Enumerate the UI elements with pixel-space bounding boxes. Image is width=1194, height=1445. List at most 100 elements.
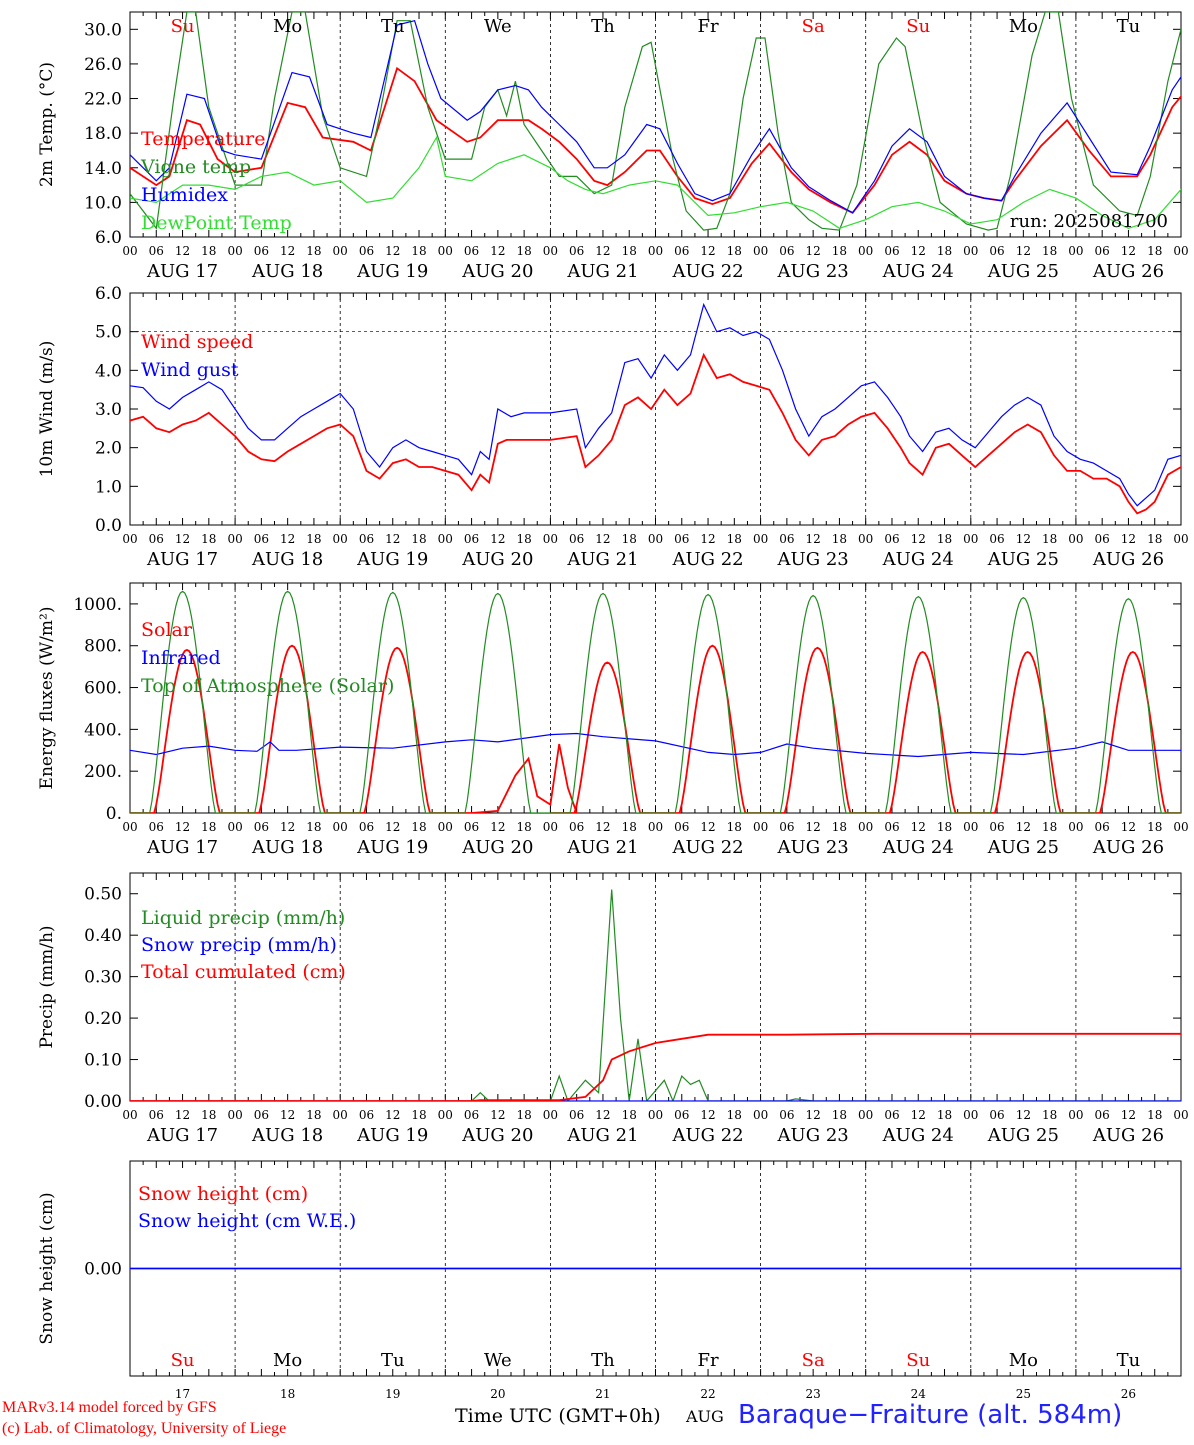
weekday-label: Su — [171, 1350, 195, 1371]
hour-tick-label: 00 — [648, 244, 663, 258]
weekday-label: Mo — [1009, 16, 1038, 37]
y-axis-title: Snow height (cm) — [37, 1192, 57, 1344]
day-number-label: 22 — [700, 1387, 715, 1401]
hour-tick-label: 06 — [359, 1108, 374, 1122]
y-axis-title: 10m Wind (m/s) — [37, 341, 57, 478]
hour-tick-label: 12 — [700, 1108, 715, 1122]
hour-tick-label: 18 — [306, 244, 321, 258]
date-label: AUG 20 — [461, 1125, 533, 1146]
y-tick-label: 1.0 — [95, 477, 122, 497]
weekday-label: Mo — [273, 1350, 302, 1371]
date-label: AUG 25 — [987, 1125, 1059, 1146]
hour-tick-label: 00 — [438, 1108, 453, 1122]
date-label: AUG 23 — [777, 1125, 849, 1146]
hour-tick-label: 12 — [1016, 1108, 1031, 1122]
hour-tick-label: 12 — [595, 532, 610, 546]
legend-entry: Infrared — [141, 647, 221, 669]
hour-tick-label: 18 — [1042, 532, 1057, 546]
hour-tick-label: 00 — [648, 820, 663, 834]
hour-tick-label: 18 — [306, 820, 321, 834]
hour-tick-label: 06 — [254, 244, 269, 258]
hour-tick-label: 12 — [490, 244, 505, 258]
legend-entry: Wind gust — [141, 359, 239, 381]
hour-tick-label: 06 — [254, 532, 269, 546]
hour-tick-label: 00 — [333, 1108, 348, 1122]
hour-tick-label: 00 — [543, 820, 558, 834]
model-credit: MARv3.14 model forced by GFS — [2, 1399, 217, 1416]
day-number-label: 26 — [1121, 1387, 1136, 1401]
hour-tick-label: 06 — [149, 244, 164, 258]
legend-entry: Snow precip (mm/h) — [141, 934, 337, 956]
date-label: AUG 24 — [882, 261, 954, 282]
y-tick-label: 22.0 — [84, 90, 122, 110]
hour-tick-label: 18 — [937, 1108, 952, 1122]
hour-tick-label: 06 — [779, 820, 794, 834]
y-tick-label: 6.0 — [95, 228, 122, 248]
weekday-label: Tu — [1117, 16, 1141, 37]
hour-tick-label: 00 — [333, 244, 348, 258]
hour-tick-label: 06 — [254, 1108, 269, 1122]
date-label: AUG 24 — [882, 837, 954, 858]
hour-tick-label: 12 — [1121, 244, 1136, 258]
date-label: AUG 22 — [671, 1125, 743, 1146]
hour-tick-label: 00 — [122, 820, 137, 834]
hour-tick-label: 18 — [201, 532, 216, 546]
hour-tick-label: 18 — [516, 532, 531, 546]
hour-tick-label: 00 — [753, 1108, 768, 1122]
date-label: AUG 19 — [356, 837, 428, 858]
date-label: AUG 24 — [882, 1125, 954, 1146]
legend-entry: Wind speed — [141, 331, 253, 353]
legend-entry: Total cumulated (cm) — [141, 961, 346, 983]
hour-tick-label: 12 — [806, 532, 821, 546]
hour-tick-label: 06 — [674, 1108, 689, 1122]
hour-tick-label: 06 — [884, 1108, 899, 1122]
hour-tick-label: 00 — [227, 1108, 242, 1122]
day-number-label: 19 — [385, 1387, 400, 1401]
hour-tick-label: 00 — [122, 532, 137, 546]
date-label: AUG 21 — [566, 261, 638, 282]
hour-tick-label: 18 — [201, 244, 216, 258]
day-number-label: 25 — [1016, 1387, 1031, 1401]
hour-tick-label: 00 — [438, 244, 453, 258]
date-label: AUG 18 — [251, 261, 323, 282]
x-axis-label: Time UTC (GMT+0h) — [455, 1405, 661, 1427]
hour-tick-label: 18 — [1147, 820, 1162, 834]
hour-tick-label: 18 — [832, 1108, 847, 1122]
series-line-top-of-atmosphere-solar — [130, 590, 1181, 813]
weekday-label: Su — [906, 1350, 930, 1371]
date-label: AUG 18 — [251, 837, 323, 858]
weekday-label: Mo — [273, 16, 302, 37]
hour-tick-label: 06 — [989, 1108, 1004, 1122]
hour-tick-label: 06 — [1095, 532, 1110, 546]
hour-tick-label: 18 — [516, 820, 531, 834]
hour-tick-label: 18 — [622, 532, 637, 546]
hour-tick-label: 18 — [411, 244, 426, 258]
date-label: AUG 17 — [146, 549, 218, 570]
hour-tick-label: 18 — [306, 1108, 321, 1122]
y-tick-label: 600. — [84, 679, 122, 699]
hour-tick-label: 06 — [149, 532, 164, 546]
hour-tick-label: 12 — [1016, 532, 1031, 546]
hour-tick-label: 18 — [937, 820, 952, 834]
hour-tick-label: 06 — [254, 820, 269, 834]
hour-tick-label: 12 — [385, 532, 400, 546]
hour-tick-label: 00 — [963, 820, 978, 834]
date-label: AUG 25 — [987, 261, 1059, 282]
hour-tick-label: 12 — [1121, 820, 1136, 834]
hour-tick-label: 06 — [884, 244, 899, 258]
hour-tick-label: 12 — [280, 820, 295, 834]
date-label: AUG 22 — [671, 261, 743, 282]
hour-tick-label: 06 — [989, 244, 1004, 258]
hour-tick-label: 12 — [280, 532, 295, 546]
hour-tick-label: 12 — [280, 1108, 295, 1122]
y-tick-label: 2.0 — [95, 439, 122, 459]
series-line-wind-speed — [130, 352, 1181, 515]
date-label: AUG 22 — [671, 549, 743, 570]
date-label: AUG 23 — [777, 549, 849, 570]
weekday-label: Fr — [698, 16, 719, 37]
series-line-vigne-temp — [130, 12, 1181, 231]
weekday-label: Th — [591, 1350, 615, 1371]
date-label: AUG 17 — [146, 837, 218, 858]
hour-tick-label: 06 — [884, 532, 899, 546]
weekday-label: Sa — [802, 16, 825, 37]
